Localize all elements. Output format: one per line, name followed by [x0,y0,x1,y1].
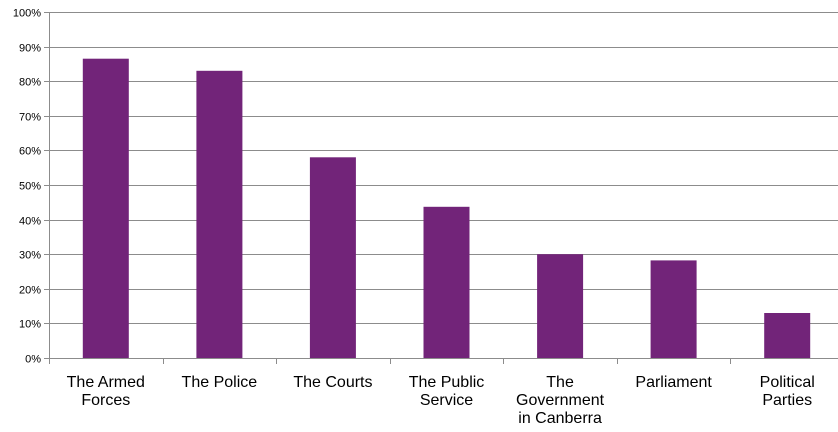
y-tick-label: 0% [25,354,41,366]
x-tick-label-line: The Courts [293,374,372,391]
x-tick-label-line: The Armed [67,374,145,391]
x-tick-label: The Government in Canberra [516,374,605,427]
gridlines [49,12,838,324]
y-tick-label: 70% [19,112,41,124]
x-tick-label: Political Parties [760,374,815,409]
x-tick-label-line: Service [420,392,473,409]
y-tick-label: 60% [19,146,41,158]
bar [196,70,243,359]
x-tick-label-line: Forces [81,392,130,409]
bar [537,254,584,358]
x-axis-tick-labels: The Armed Forces The Police The Courts The P… [67,374,815,427]
bar [650,260,697,358]
y-tick-label: 20% [19,285,41,297]
x-tick-label-line: in Canberra [518,410,602,427]
x-tick-label: The Courts [293,374,372,391]
y-axis-tick-labels: 0% 10% 20% 30% 40% 50% 60% 70% 80% 90% 100% [13,8,41,366]
x-tick-label-line: The [546,374,574,391]
y-tick-label: 40% [19,216,41,228]
y-tick-label: 30% [19,250,41,262]
bars [82,58,811,359]
axes [44,12,838,364]
bar [423,206,470,358]
x-tick-label-line: The Public [409,374,485,391]
x-tick-label-line: Parties [762,392,812,409]
bar [309,157,356,358]
x-tick-label: The Police [182,374,258,391]
x-tick-label-line: Political [760,374,815,391]
bar [82,58,129,358]
y-tick-label: 90% [19,43,41,55]
x-tick-label-line: Government [516,392,605,409]
y-tick-label: 10% [19,319,41,331]
y-tick-label: 50% [19,181,41,193]
bar [764,313,811,358]
y-tick-label: 100% [13,8,41,20]
x-tick-label-line: Parliament [635,374,712,391]
x-tick-label-line: The Police [182,374,258,391]
x-tick-label: Parliament [635,374,712,391]
y-tick-label: 80% [19,77,41,89]
x-tick-label: The Public Service [409,374,485,409]
x-tick-label: The Armed Forces [67,374,145,409]
